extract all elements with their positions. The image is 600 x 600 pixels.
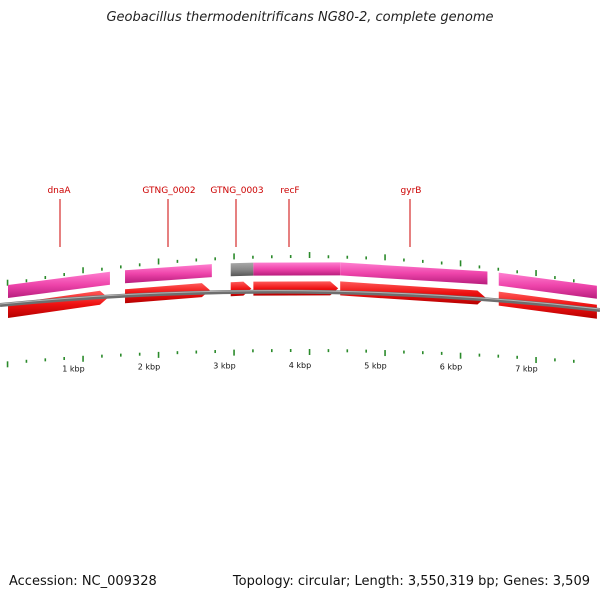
gene-label: GTNG_0002 xyxy=(142,186,195,196)
scale-label: 2 kbp xyxy=(138,363,160,372)
scale-label: 7 kbp xyxy=(515,365,537,374)
gene-label: dnaA xyxy=(47,186,71,196)
scale-label: 5 kbp xyxy=(364,361,386,370)
scale-label: 4 kbp xyxy=(289,361,311,370)
gene-label: gyrB xyxy=(401,186,422,196)
gene-block xyxy=(8,271,110,299)
gene-track-layer xyxy=(8,262,597,299)
gene-block xyxy=(498,272,597,299)
gene-label: recF xyxy=(280,186,299,196)
gene-block xyxy=(125,264,212,284)
gene-block xyxy=(253,262,341,276)
cds-arrow xyxy=(230,281,252,297)
tick-layer xyxy=(6,252,575,368)
genome-summary-text: Topology: circular; Length: 3,550,319 bp… xyxy=(232,574,590,589)
genome-backbone-highlight xyxy=(0,290,600,310)
scale-label: 1 kbp xyxy=(62,365,84,374)
gene-block xyxy=(340,262,488,285)
scale-label: 3 kbp xyxy=(213,361,235,370)
genome-backbone xyxy=(0,289,600,312)
accession-text: Accession: NC_009328 xyxy=(9,574,157,589)
page-title: Geobacillus thermodenitrificans NG80-2, … xyxy=(106,10,494,25)
gene-block-grey xyxy=(230,262,254,277)
gene-label: GTNG_0003 xyxy=(210,186,263,196)
label-layer: 1 kbp 2 kbp 3 kbp 4 kbp 5 kbp 6 kbp 7 kbp dnaA G… xyxy=(47,186,537,374)
scale-label: 6 kbp xyxy=(440,363,462,372)
